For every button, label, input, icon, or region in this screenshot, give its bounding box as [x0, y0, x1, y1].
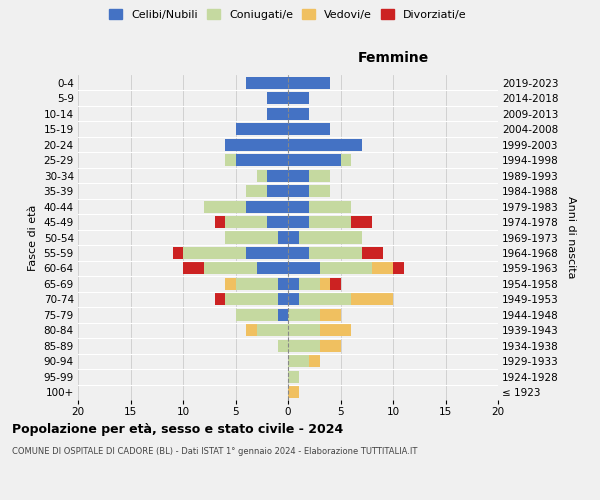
Bar [309, 170, 330, 181]
Bar [288, 294, 299, 306]
Bar [288, 76, 330, 89]
Text: COMUNE DI OSPITALE DI CADORE (BL) - Dati ISTAT 1° gennaio 2024 - Elaborazione TU: COMUNE DI OSPITALE DI CADORE (BL) - Dati… [12, 448, 418, 456]
Bar [309, 356, 320, 368]
Bar [309, 200, 351, 212]
Bar [351, 216, 372, 228]
Bar [277, 309, 288, 321]
Legend: Celibi/Nubili, Coniugati/e, Vedovi/e, Divorziati/e: Celibi/Nubili, Coniugati/e, Vedovi/e, Di… [106, 6, 470, 23]
Bar [246, 185, 267, 197]
Bar [288, 278, 299, 290]
Bar [288, 324, 320, 336]
Bar [225, 278, 235, 290]
Bar [288, 108, 309, 120]
Bar [288, 154, 341, 166]
Bar [320, 262, 372, 274]
Bar [288, 247, 309, 259]
Bar [277, 278, 288, 290]
Bar [330, 278, 341, 290]
Bar [204, 200, 246, 212]
Y-axis label: Fasce di età: Fasce di età [28, 204, 38, 270]
Bar [277, 340, 288, 352]
Bar [320, 324, 351, 336]
Bar [246, 76, 288, 89]
Bar [235, 278, 277, 290]
Bar [320, 309, 341, 321]
Bar [288, 123, 330, 135]
Bar [309, 185, 330, 197]
Bar [320, 340, 341, 352]
Bar [361, 247, 383, 259]
Bar [309, 247, 361, 259]
Bar [225, 232, 277, 243]
Bar [204, 262, 257, 274]
Bar [225, 294, 277, 306]
Bar [267, 170, 288, 181]
Bar [235, 154, 288, 166]
Bar [235, 309, 277, 321]
Bar [267, 216, 288, 228]
Bar [267, 92, 288, 104]
Bar [246, 324, 257, 336]
Bar [288, 356, 309, 368]
Bar [215, 216, 225, 228]
Bar [267, 185, 288, 197]
Y-axis label: Anni di nascita: Anni di nascita [566, 196, 575, 279]
Bar [246, 247, 288, 259]
Bar [246, 200, 288, 212]
Bar [267, 108, 288, 120]
Bar [288, 170, 309, 181]
Bar [288, 309, 320, 321]
Bar [320, 278, 330, 290]
Bar [299, 232, 361, 243]
Bar [257, 324, 288, 336]
Text: Femmine: Femmine [358, 51, 428, 65]
Bar [288, 232, 299, 243]
Bar [215, 294, 225, 306]
Bar [257, 170, 267, 181]
Bar [341, 154, 351, 166]
Bar [183, 262, 204, 274]
Bar [393, 262, 404, 274]
Bar [257, 262, 288, 274]
Bar [288, 262, 320, 274]
Bar [225, 138, 288, 150]
Bar [299, 294, 351, 306]
Bar [372, 262, 393, 274]
Bar [235, 123, 288, 135]
Bar [288, 185, 309, 197]
Bar [351, 294, 393, 306]
Bar [288, 138, 361, 150]
Bar [288, 386, 299, 398]
Text: Popolazione per età, sesso e stato civile - 2024: Popolazione per età, sesso e stato civil… [12, 422, 343, 436]
Bar [288, 371, 299, 383]
Bar [277, 294, 288, 306]
Bar [288, 200, 309, 212]
Bar [225, 154, 235, 166]
Bar [277, 232, 288, 243]
Bar [225, 216, 267, 228]
Bar [288, 340, 320, 352]
Bar [288, 92, 309, 104]
Bar [288, 216, 309, 228]
Bar [173, 247, 183, 259]
Bar [309, 216, 351, 228]
Bar [183, 247, 246, 259]
Bar [299, 278, 320, 290]
